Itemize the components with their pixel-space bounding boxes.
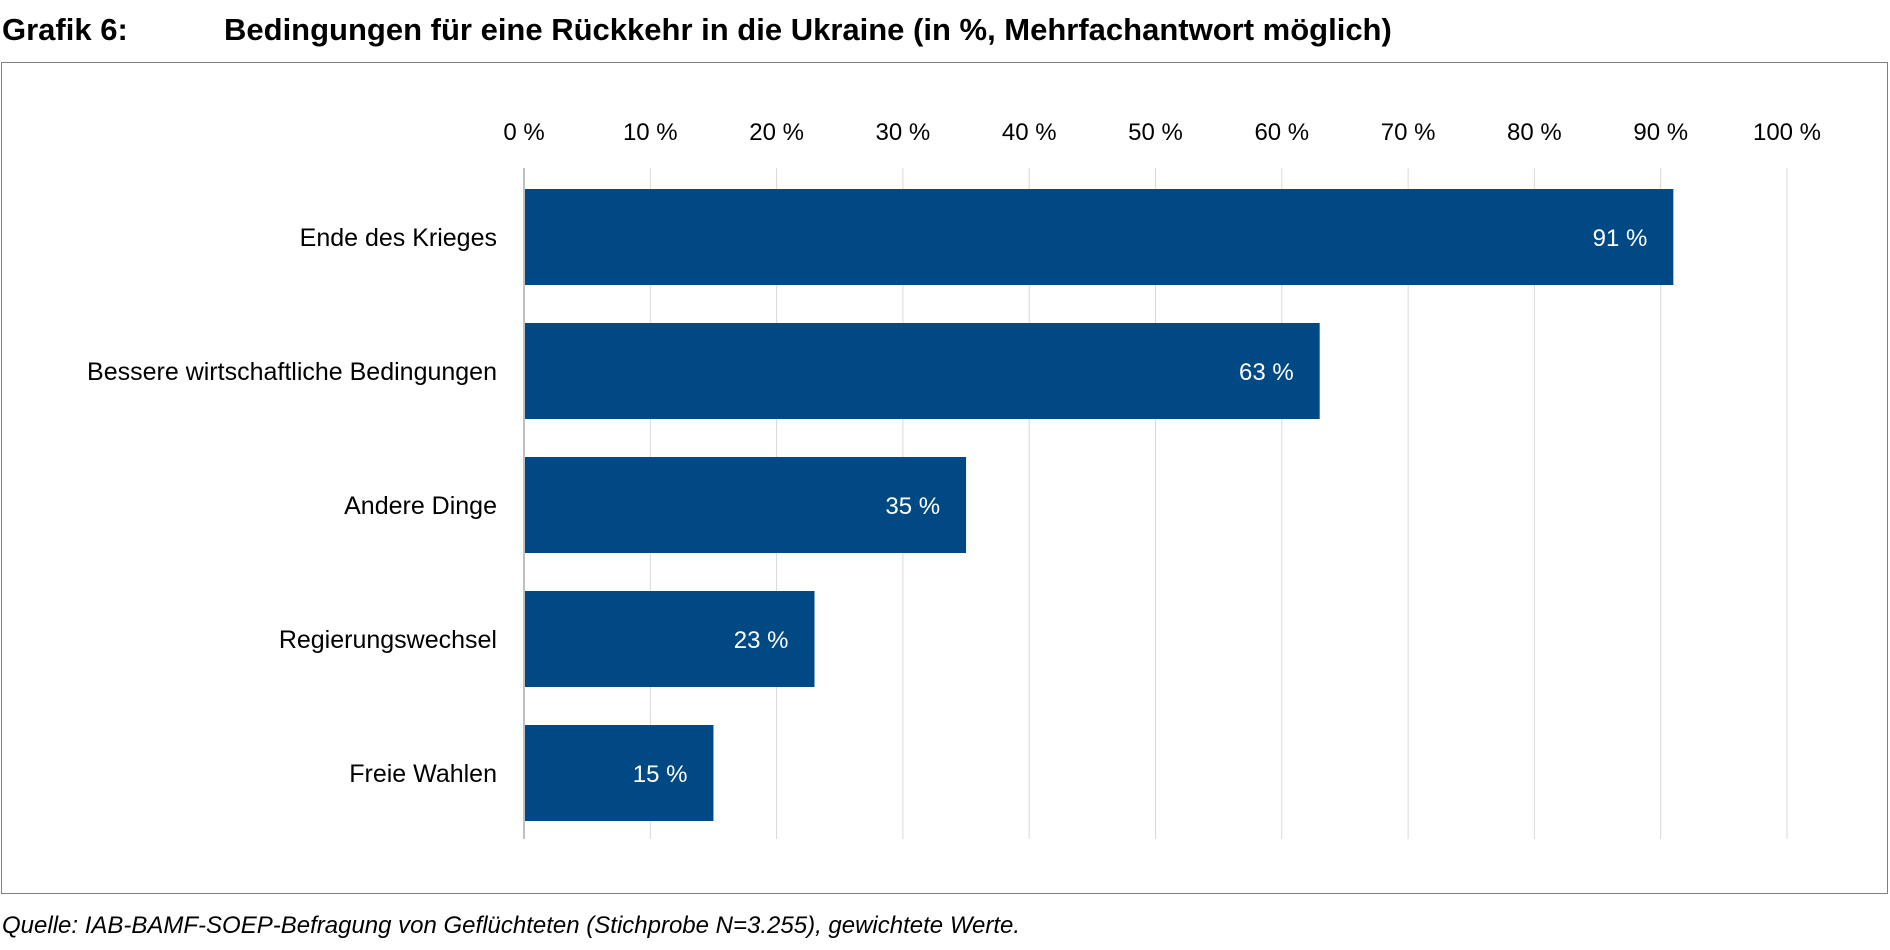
data-label: 91 % (1593, 225, 1648, 252)
x-tick-label: 0 % (503, 119, 544, 146)
category-label: Regierungswechsel (279, 626, 497, 654)
category-label: Freie Wahlen (349, 760, 497, 788)
category-label: Andere Dinge (344, 492, 497, 520)
data-label: 15 % (633, 761, 688, 788)
bar (525, 591, 815, 687)
source-note: Quelle: IAB-BAMF-SOEP-Befragung von Gefl… (2, 912, 1021, 939)
bar-chart: 0 % 10 % 20 % 30 % 40 % 50 % 60 % 70 % 80 % 90 % 1… (87, 119, 1821, 839)
data-label: 63 % (1239, 359, 1294, 386)
x-tick-label: 80 % (1507, 119, 1562, 146)
category-label: Ende des Krieges (300, 224, 497, 252)
x-tick-label: 60 % (1254, 119, 1309, 146)
bar (525, 323, 1320, 419)
x-tick-label: 50 % (1128, 119, 1183, 146)
x-tick-label: 100 % (1753, 119, 1821, 146)
figure-number: Grafik 6: (2, 12, 128, 47)
x-tick-label: 10 % (623, 119, 678, 146)
bar (525, 457, 967, 553)
chart-frame: 0 % 10 % 20 % 30 % 40 % 50 % 60 % 70 % 80 % 90 % 1… (1, 62, 1888, 894)
chart-heading: Grafik 6: Bedingungen für eine Rückkehr … (2, 8, 1392, 52)
x-tick-label: 70 % (1381, 119, 1436, 146)
bar (525, 725, 714, 821)
chart-title: Bedingungen für eine Rückkehr in die Ukr… (224, 12, 1392, 47)
bar (525, 189, 1674, 285)
category-label: Bessere wirtschaftliche Bedingungen (87, 358, 497, 386)
x-tick-label: 40 % (1002, 119, 1057, 146)
x-tick-label: 90 % (1633, 119, 1688, 146)
data-label: 23 % (734, 627, 789, 654)
x-tick-label: 20 % (749, 119, 804, 146)
data-label: 35 % (885, 493, 940, 520)
x-tick-label: 30 % (876, 119, 931, 146)
